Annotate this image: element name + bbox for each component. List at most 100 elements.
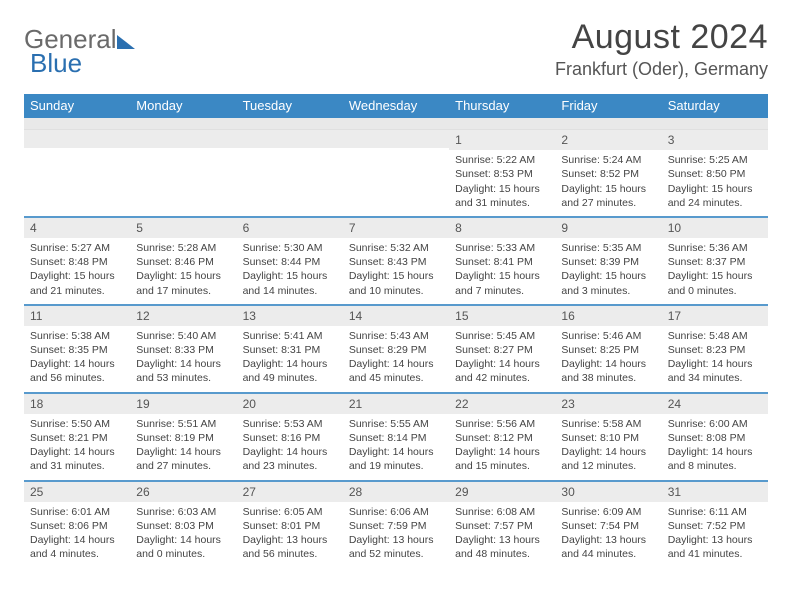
day-number: 28 xyxy=(349,485,362,499)
sunrise-text: Sunrise: 5:25 AM xyxy=(668,153,762,167)
day-number: 16 xyxy=(561,309,574,323)
daylight-text: Daylight: 14 hours xyxy=(30,533,124,547)
week-separator xyxy=(24,304,768,306)
weeks-container: 1Sunrise: 5:22 AMSunset: 8:53 PMDaylight… xyxy=(24,130,768,567)
sunset-text: Sunset: 8:16 PM xyxy=(243,431,337,445)
day-cell: 19Sunrise: 5:51 AMSunset: 8:19 PMDayligh… xyxy=(130,394,236,480)
daylight-text: and 27 minutes. xyxy=(136,459,230,473)
daynum-bar: 5 xyxy=(130,218,236,238)
sunrise-text: Sunrise: 5:28 AM xyxy=(136,241,230,255)
daylight-text: and 45 minutes. xyxy=(349,371,443,385)
day-cell: 25Sunrise: 6:01 AMSunset: 8:06 PMDayligh… xyxy=(24,482,130,568)
page-title: August 2024 xyxy=(555,18,768,57)
daylight-text: Daylight: 14 hours xyxy=(136,533,230,547)
day-number: 3 xyxy=(668,133,675,147)
day-number: 22 xyxy=(455,397,468,411)
daylight-text: Daylight: 14 hours xyxy=(136,445,230,459)
sunrise-text: Sunrise: 5:33 AM xyxy=(455,241,549,255)
day-cell: 27Sunrise: 6:05 AMSunset: 8:01 PMDayligh… xyxy=(237,482,343,568)
sunset-text: Sunset: 8:53 PM xyxy=(455,167,549,181)
sunset-text: Sunset: 8:31 PM xyxy=(243,343,337,357)
daynum-bar: 3 xyxy=(662,130,768,150)
weekday-header-row: Sunday Monday Tuesday Wednesday Thursday… xyxy=(24,94,768,118)
sunset-text: Sunset: 8:52 PM xyxy=(561,167,655,181)
daynum-bar xyxy=(343,130,449,148)
sunset-text: Sunset: 8:25 PM xyxy=(561,343,655,357)
day-cell: 9Sunrise: 5:35 AMSunset: 8:39 PMDaylight… xyxy=(555,218,661,304)
daylight-text: Daylight: 14 hours xyxy=(349,357,443,371)
sunset-text: Sunset: 7:57 PM xyxy=(455,519,549,533)
calendar: Sunday Monday Tuesday Wednesday Thursday… xyxy=(24,94,768,567)
daylight-text: and 48 minutes. xyxy=(455,547,549,561)
daynum-bar: 18 xyxy=(24,394,130,414)
daynum-bar xyxy=(130,130,236,148)
day-number: 7 xyxy=(349,221,356,235)
week-row: 25Sunrise: 6:01 AMSunset: 8:06 PMDayligh… xyxy=(24,482,768,568)
sunset-text: Sunset: 8:03 PM xyxy=(136,519,230,533)
day-cell: 31Sunrise: 6:11 AMSunset: 7:52 PMDayligh… xyxy=(662,482,768,568)
sunrise-text: Sunrise: 5:58 AM xyxy=(561,417,655,431)
sunset-text: Sunset: 8:39 PM xyxy=(561,255,655,269)
daylight-text: and 21 minutes. xyxy=(30,284,124,298)
title-block: August 2024 Frankfurt (Oder), Germany xyxy=(555,18,768,80)
empty-day-cell xyxy=(24,130,130,216)
day-number: 21 xyxy=(349,397,362,411)
daylight-text: and 56 minutes. xyxy=(30,371,124,385)
daylight-text: and 3 minutes. xyxy=(561,284,655,298)
day-cell: 22Sunrise: 5:56 AMSunset: 8:12 PMDayligh… xyxy=(449,394,555,480)
daynum-bar: 1 xyxy=(449,130,555,150)
daynum-bar: 11 xyxy=(24,306,130,326)
day-cell: 10Sunrise: 5:36 AMSunset: 8:37 PMDayligh… xyxy=(662,218,768,304)
day-cell: 21Sunrise: 5:55 AMSunset: 8:14 PMDayligh… xyxy=(343,394,449,480)
sunset-text: Sunset: 8:48 PM xyxy=(30,255,124,269)
daylight-text: Daylight: 14 hours xyxy=(30,357,124,371)
daylight-text: and 34 minutes. xyxy=(668,371,762,385)
sunset-text: Sunset: 8:46 PM xyxy=(136,255,230,269)
sunset-text: Sunset: 8:43 PM xyxy=(349,255,443,269)
sunrise-text: Sunrise: 6:03 AM xyxy=(136,505,230,519)
day-number: 13 xyxy=(243,309,256,323)
daylight-text: Daylight: 15 hours xyxy=(668,182,762,196)
daynum-bar: 23 xyxy=(555,394,661,414)
daylight-text: Daylight: 13 hours xyxy=(349,533,443,547)
header-subbar xyxy=(24,118,768,130)
daylight-text: Daylight: 15 hours xyxy=(349,269,443,283)
sunset-text: Sunset: 8:33 PM xyxy=(136,343,230,357)
daynum-bar: 6 xyxy=(237,218,343,238)
sunrise-text: Sunrise: 5:30 AM xyxy=(243,241,337,255)
sunset-text: Sunset: 8:29 PM xyxy=(349,343,443,357)
day-cell: 29Sunrise: 6:08 AMSunset: 7:57 PMDayligh… xyxy=(449,482,555,568)
week-separator xyxy=(24,392,768,394)
daylight-text: Daylight: 14 hours xyxy=(561,445,655,459)
daynum-bar: 28 xyxy=(343,482,449,502)
weekday-header: Thursday xyxy=(449,94,555,118)
sunset-text: Sunset: 8:12 PM xyxy=(455,431,549,445)
day-number: 27 xyxy=(243,485,256,499)
day-cell: 23Sunrise: 5:58 AMSunset: 8:10 PMDayligh… xyxy=(555,394,661,480)
day-cell: 3Sunrise: 5:25 AMSunset: 8:50 PMDaylight… xyxy=(662,130,768,216)
logo-text-blue: Blue xyxy=(30,48,82,79)
day-number: 17 xyxy=(668,309,681,323)
daynum-bar: 13 xyxy=(237,306,343,326)
sunrise-text: Sunrise: 5:24 AM xyxy=(561,153,655,167)
day-cell: 30Sunrise: 6:09 AMSunset: 7:54 PMDayligh… xyxy=(555,482,661,568)
daylight-text: Daylight: 14 hours xyxy=(30,445,124,459)
daylight-text: Daylight: 14 hours xyxy=(668,357,762,371)
daynum-bar: 20 xyxy=(237,394,343,414)
daynum-bar: 15 xyxy=(449,306,555,326)
daylight-text: and 8 minutes. xyxy=(668,459,762,473)
day-cell: 14Sunrise: 5:43 AMSunset: 8:29 PMDayligh… xyxy=(343,306,449,392)
daynum-bar: 22 xyxy=(449,394,555,414)
daylight-text: and 41 minutes. xyxy=(668,547,762,561)
sunrise-text: Sunrise: 5:46 AM xyxy=(561,329,655,343)
daylight-text: and 7 minutes. xyxy=(455,284,549,298)
daylight-text: Daylight: 13 hours xyxy=(243,533,337,547)
daylight-text: Daylight: 15 hours xyxy=(561,269,655,283)
daylight-text: and 52 minutes. xyxy=(349,547,443,561)
sunrise-text: Sunrise: 5:48 AM xyxy=(668,329,762,343)
day-number: 1 xyxy=(455,133,462,147)
daynum-bar: 8 xyxy=(449,218,555,238)
sunrise-text: Sunrise: 5:38 AM xyxy=(30,329,124,343)
day-cell: 2Sunrise: 5:24 AMSunset: 8:52 PMDaylight… xyxy=(555,130,661,216)
weekday-header: Tuesday xyxy=(237,94,343,118)
